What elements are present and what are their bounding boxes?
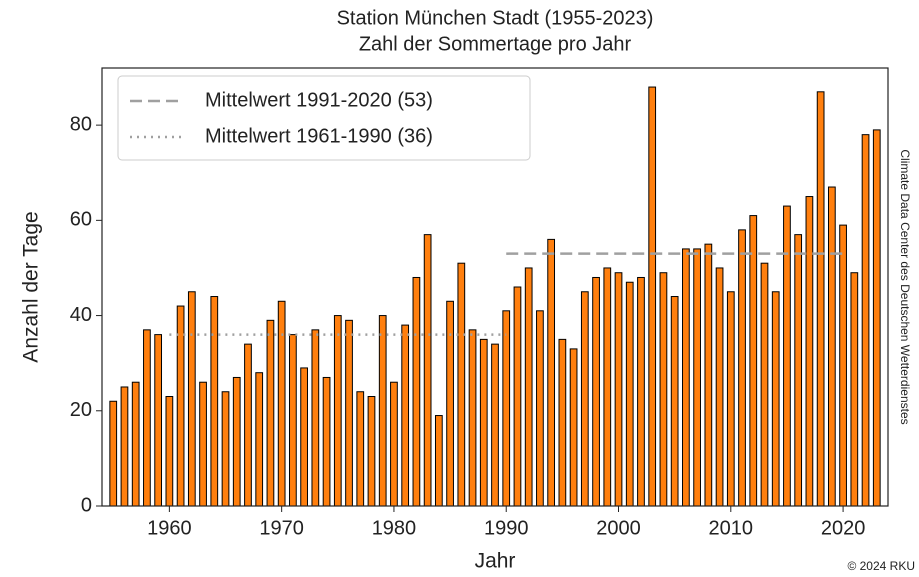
y-tick-label: 20	[70, 399, 92, 421]
bar	[311, 329, 320, 507]
bar	[345, 319, 353, 507]
bar	[749, 215, 758, 507]
bar	[771, 291, 780, 507]
bar	[143, 329, 151, 507]
bar	[434, 415, 443, 507]
bar	[659, 272, 668, 507]
bar	[109, 400, 118, 507]
bar	[569, 348, 578, 507]
bar	[715, 267, 724, 507]
bar	[131, 381, 140, 507]
bar	[457, 262, 466, 507]
x-tick-label: 1980	[372, 517, 417, 539]
bar	[491, 343, 499, 507]
bar	[401, 324, 410, 507]
x-tick-label: 2020	[821, 517, 866, 539]
bar	[165, 396, 174, 507]
x-tick-label: 1960	[147, 517, 192, 539]
x-axis-label: Jahr	[475, 550, 516, 573]
y-tick-label: 0	[81, 494, 92, 516]
bar	[120, 386, 129, 507]
bar	[805, 196, 814, 507]
bar	[794, 234, 803, 507]
bar	[446, 300, 454, 507]
bar	[524, 267, 533, 507]
bar	[322, 376, 331, 507]
bar	[232, 376, 241, 507]
bar	[580, 291, 589, 507]
bar	[277, 300, 286, 507]
bar	[783, 205, 791, 507]
x-tick-label: 2000	[596, 517, 641, 539]
bar	[614, 272, 623, 507]
y-tick-label: 80	[70, 113, 92, 135]
bar	[333, 315, 342, 507]
side-note: Climate Data Center des Deutschen Wetter…	[898, 149, 912, 424]
bar	[378, 315, 387, 507]
bar	[187, 291, 196, 507]
bar	[513, 286, 522, 507]
y-axis-label: Anzahl der Tage	[20, 211, 43, 362]
bar	[872, 129, 881, 507]
x-tick-label: 1990	[484, 517, 529, 539]
plot-frame	[101, 67, 889, 507]
bar	[603, 267, 612, 507]
bar	[547, 238, 556, 507]
bar	[536, 310, 544, 507]
bar	[704, 243, 713, 507]
bar	[760, 262, 769, 507]
legend-box	[117, 75, 531, 161]
bar	[479, 338, 488, 507]
bar	[210, 296, 219, 507]
bar	[244, 343, 252, 507]
bar	[221, 391, 230, 507]
bar	[648, 86, 657, 507]
credit: © 2024 RKU	[847, 559, 915, 573]
bar	[356, 391, 365, 507]
bar	[861, 134, 870, 507]
bar	[850, 272, 859, 507]
bar	[255, 372, 264, 507]
bar	[300, 367, 308, 507]
bar	[726, 291, 735, 507]
bar	[558, 338, 567, 507]
bar	[670, 296, 679, 507]
bar	[266, 319, 275, 507]
x-tick-label: 2010	[709, 517, 754, 539]
bar	[176, 305, 185, 507]
legend-label: Mittelwert 1961-1990 (36)	[205, 125, 433, 147]
bar	[289, 334, 297, 507]
bar	[412, 276, 421, 507]
bar	[625, 281, 634, 507]
bar	[154, 334, 163, 507]
bar	[827, 186, 836, 507]
bar	[693, 248, 701, 507]
bar	[592, 276, 600, 507]
legend-label: Mittelwert 1991-2020 (53)	[205, 89, 433, 111]
bar	[199, 381, 207, 507]
bar	[816, 91, 825, 507]
x-tick-label: 1970	[259, 517, 304, 539]
bar	[367, 396, 376, 507]
bar	[502, 310, 511, 507]
bar	[682, 248, 690, 507]
bar	[738, 229, 746, 507]
bar	[390, 381, 398, 507]
y-tick-label: 60	[70, 209, 92, 231]
bar	[468, 329, 477, 507]
bar	[839, 224, 847, 507]
y-tick-label: 40	[70, 304, 92, 326]
chart-title: Station München Stadt (1955-2023)	[337, 7, 654, 29]
bar	[637, 276, 645, 507]
bar	[423, 234, 432, 507]
chart-subtitle: Zahl der Sommertage pro Jahr	[359, 33, 632, 55]
